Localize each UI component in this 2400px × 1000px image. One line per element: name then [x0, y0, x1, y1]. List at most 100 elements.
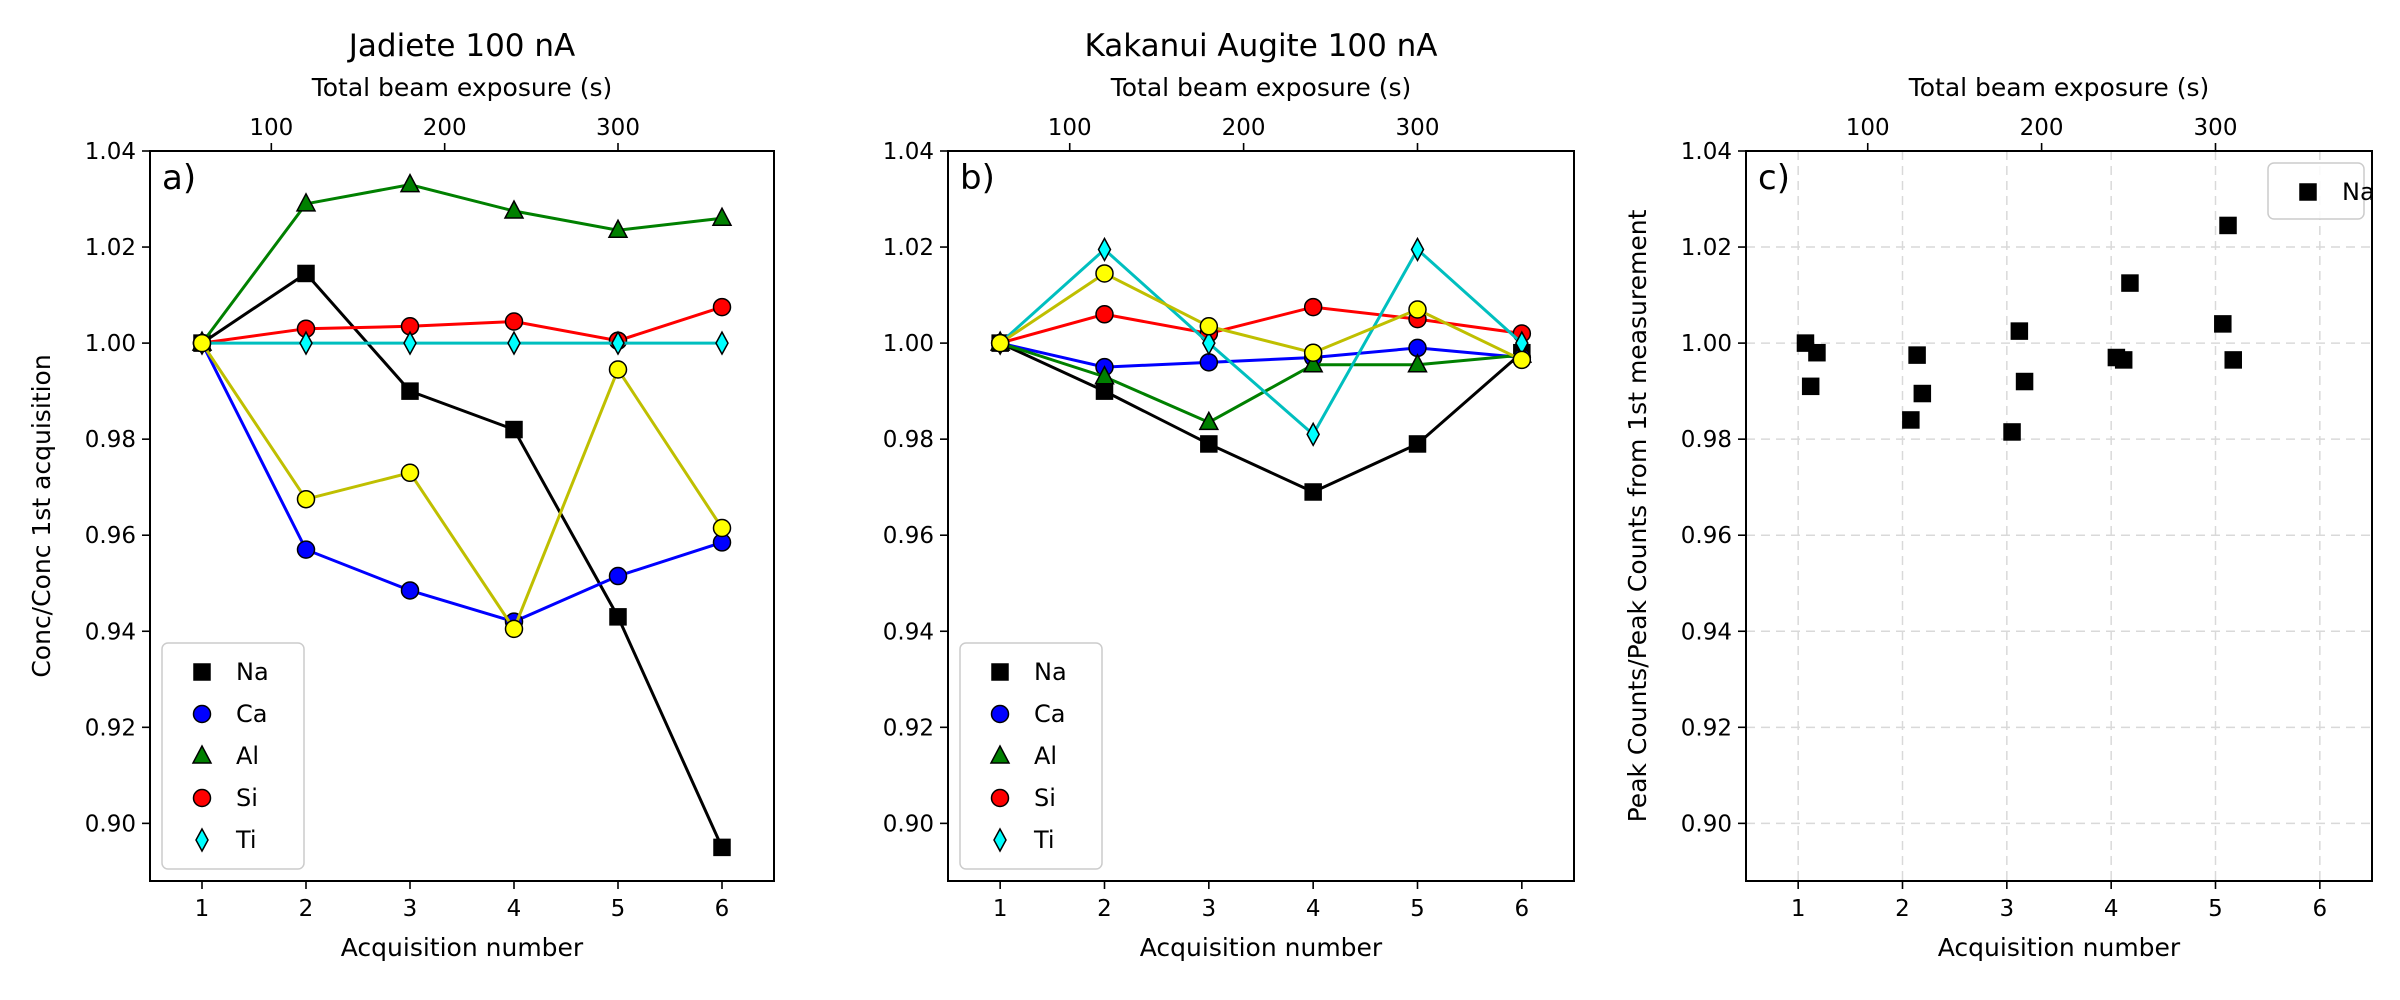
x2-axis-label: Total beam exposure (s) [311, 73, 613, 102]
y-tick-label: 0.90 [883, 811, 934, 837]
series-ti [195, 330, 729, 356]
x-tick-label: 5 [611, 896, 626, 922]
y-axis-label: Conc/Conc 1st acquisition [27, 354, 56, 677]
data-point [400, 581, 420, 600]
y-tick-label: 1.00 [85, 331, 136, 357]
data-point [1408, 435, 1427, 453]
data-point [503, 199, 525, 219]
data-point [2010, 322, 2029, 340]
y-tick-label: 0.98 [85, 427, 136, 453]
series-line [999, 271, 1523, 362]
x-tick-label: 3 [403, 896, 418, 922]
legend-item-na: Na [991, 658, 1067, 686]
x2-tick-label: 300 [1396, 115, 1440, 141]
series-al [989, 331, 1533, 431]
x2-tick-label: 200 [1222, 115, 1266, 141]
x-tick-label: 1 [1791, 896, 1806, 922]
legend-label: Ti [1033, 826, 1055, 854]
legend-label: Al [236, 742, 259, 770]
data-point [2121, 274, 2139, 292]
legend-label: Na [1034, 658, 1067, 686]
y-tick-label: 1.04 [1681, 139, 1732, 165]
y-tick-label: 0.92 [85, 715, 136, 741]
legend-item-si: Si [990, 784, 1056, 812]
data-point [295, 192, 317, 212]
y-tick-label: 0.98 [1681, 427, 1732, 453]
x-tick-label: 1 [195, 896, 210, 922]
data-point [403, 330, 417, 356]
legend-marker [989, 744, 1011, 764]
panel-label: a) [162, 158, 196, 198]
data-point [611, 330, 625, 356]
y-tick-label: 1.02 [1681, 235, 1732, 261]
legend-item-si: Si [192, 784, 258, 812]
y-tick-label: 1.04 [883, 139, 934, 165]
data-point [504, 619, 524, 639]
series-line [200, 342, 723, 624]
legend: Na Ca Al Si Ti [161, 642, 305, 870]
series-si [990, 297, 1532, 353]
data-point [1199, 353, 1219, 372]
legend-marker [193, 663, 211, 681]
data-point [296, 489, 316, 509]
data-point [1303, 343, 1323, 362]
data-point [711, 206, 733, 226]
y-tick-label: 0.94 [883, 619, 934, 645]
data-point [1095, 264, 1114, 283]
series-line [200, 342, 724, 633]
legend-item-na: Na [2299, 178, 2375, 206]
data-point [713, 838, 731, 857]
x-tick-label: 4 [507, 896, 522, 922]
x-tick-label: 4 [1306, 896, 1321, 922]
legend-item-ti: Ti [195, 826, 257, 854]
data-point [712, 518, 732, 538]
legend-marker [993, 827, 1007, 853]
legend-item-ca: Ca [990, 700, 1065, 728]
y-tick-label: 0.96 [85, 523, 136, 549]
data-point [990, 333, 1010, 353]
data-point [505, 420, 523, 439]
y-tick-label: 0.98 [883, 427, 934, 453]
x2-tick-label: 100 [1846, 115, 1890, 141]
legend-marker [195, 827, 209, 853]
x-tick-label: 6 [715, 896, 730, 922]
x-tick-label: 3 [2000, 896, 2015, 922]
legend-item-al: Al [989, 742, 1057, 770]
data-point [2015, 372, 2034, 391]
plot-frame [947, 150, 1575, 882]
data-point [1808, 343, 1826, 362]
data-point [1407, 353, 1428, 373]
data-point [2114, 351, 2133, 369]
panel-label: b) [960, 158, 995, 198]
legend-label: Ca [236, 700, 267, 728]
y-tick-label: 1.02 [883, 235, 934, 261]
data-point [2003, 423, 2021, 441]
plot-frame [1745, 150, 2373, 882]
series-ca [192, 333, 732, 631]
x-tick-label: 3 [1202, 896, 1217, 922]
data-point [299, 330, 313, 356]
x2-tick-label: 300 [2194, 115, 2238, 141]
legend-label: Ti [235, 826, 257, 854]
legend-label: Ca [1034, 700, 1065, 728]
data-point [1199, 317, 1219, 336]
x-tick-label: 6 [2313, 896, 2328, 922]
data-point [1902, 411, 1920, 429]
chart-panel-3: 1 2 3 4 5 6 0.90 0.92 0.94 0.96 0.98 1.00 1.02 1.04 10… [1623, 73, 2375, 962]
series-unlabeled-5 [990, 264, 1532, 370]
series-line [999, 341, 1522, 369]
y-tick-label: 1.02 [85, 235, 136, 261]
legend-box [959, 642, 1103, 870]
legend-box [161, 642, 305, 870]
legend-label: Na [2342, 178, 2375, 206]
data-point [2224, 351, 2242, 369]
legend-label: Si [236, 784, 258, 812]
data-point [712, 297, 732, 317]
data-point [1094, 365, 1115, 385]
data-point [1303, 297, 1323, 317]
x2-axis-label: Total beam exposure (s) [1908, 73, 2210, 102]
y-tick-label: 0.92 [1681, 715, 1732, 741]
data-point [296, 540, 316, 559]
series-unlabeled-5 [192, 333, 732, 639]
x2-tick-label: 100 [1048, 115, 1092, 141]
